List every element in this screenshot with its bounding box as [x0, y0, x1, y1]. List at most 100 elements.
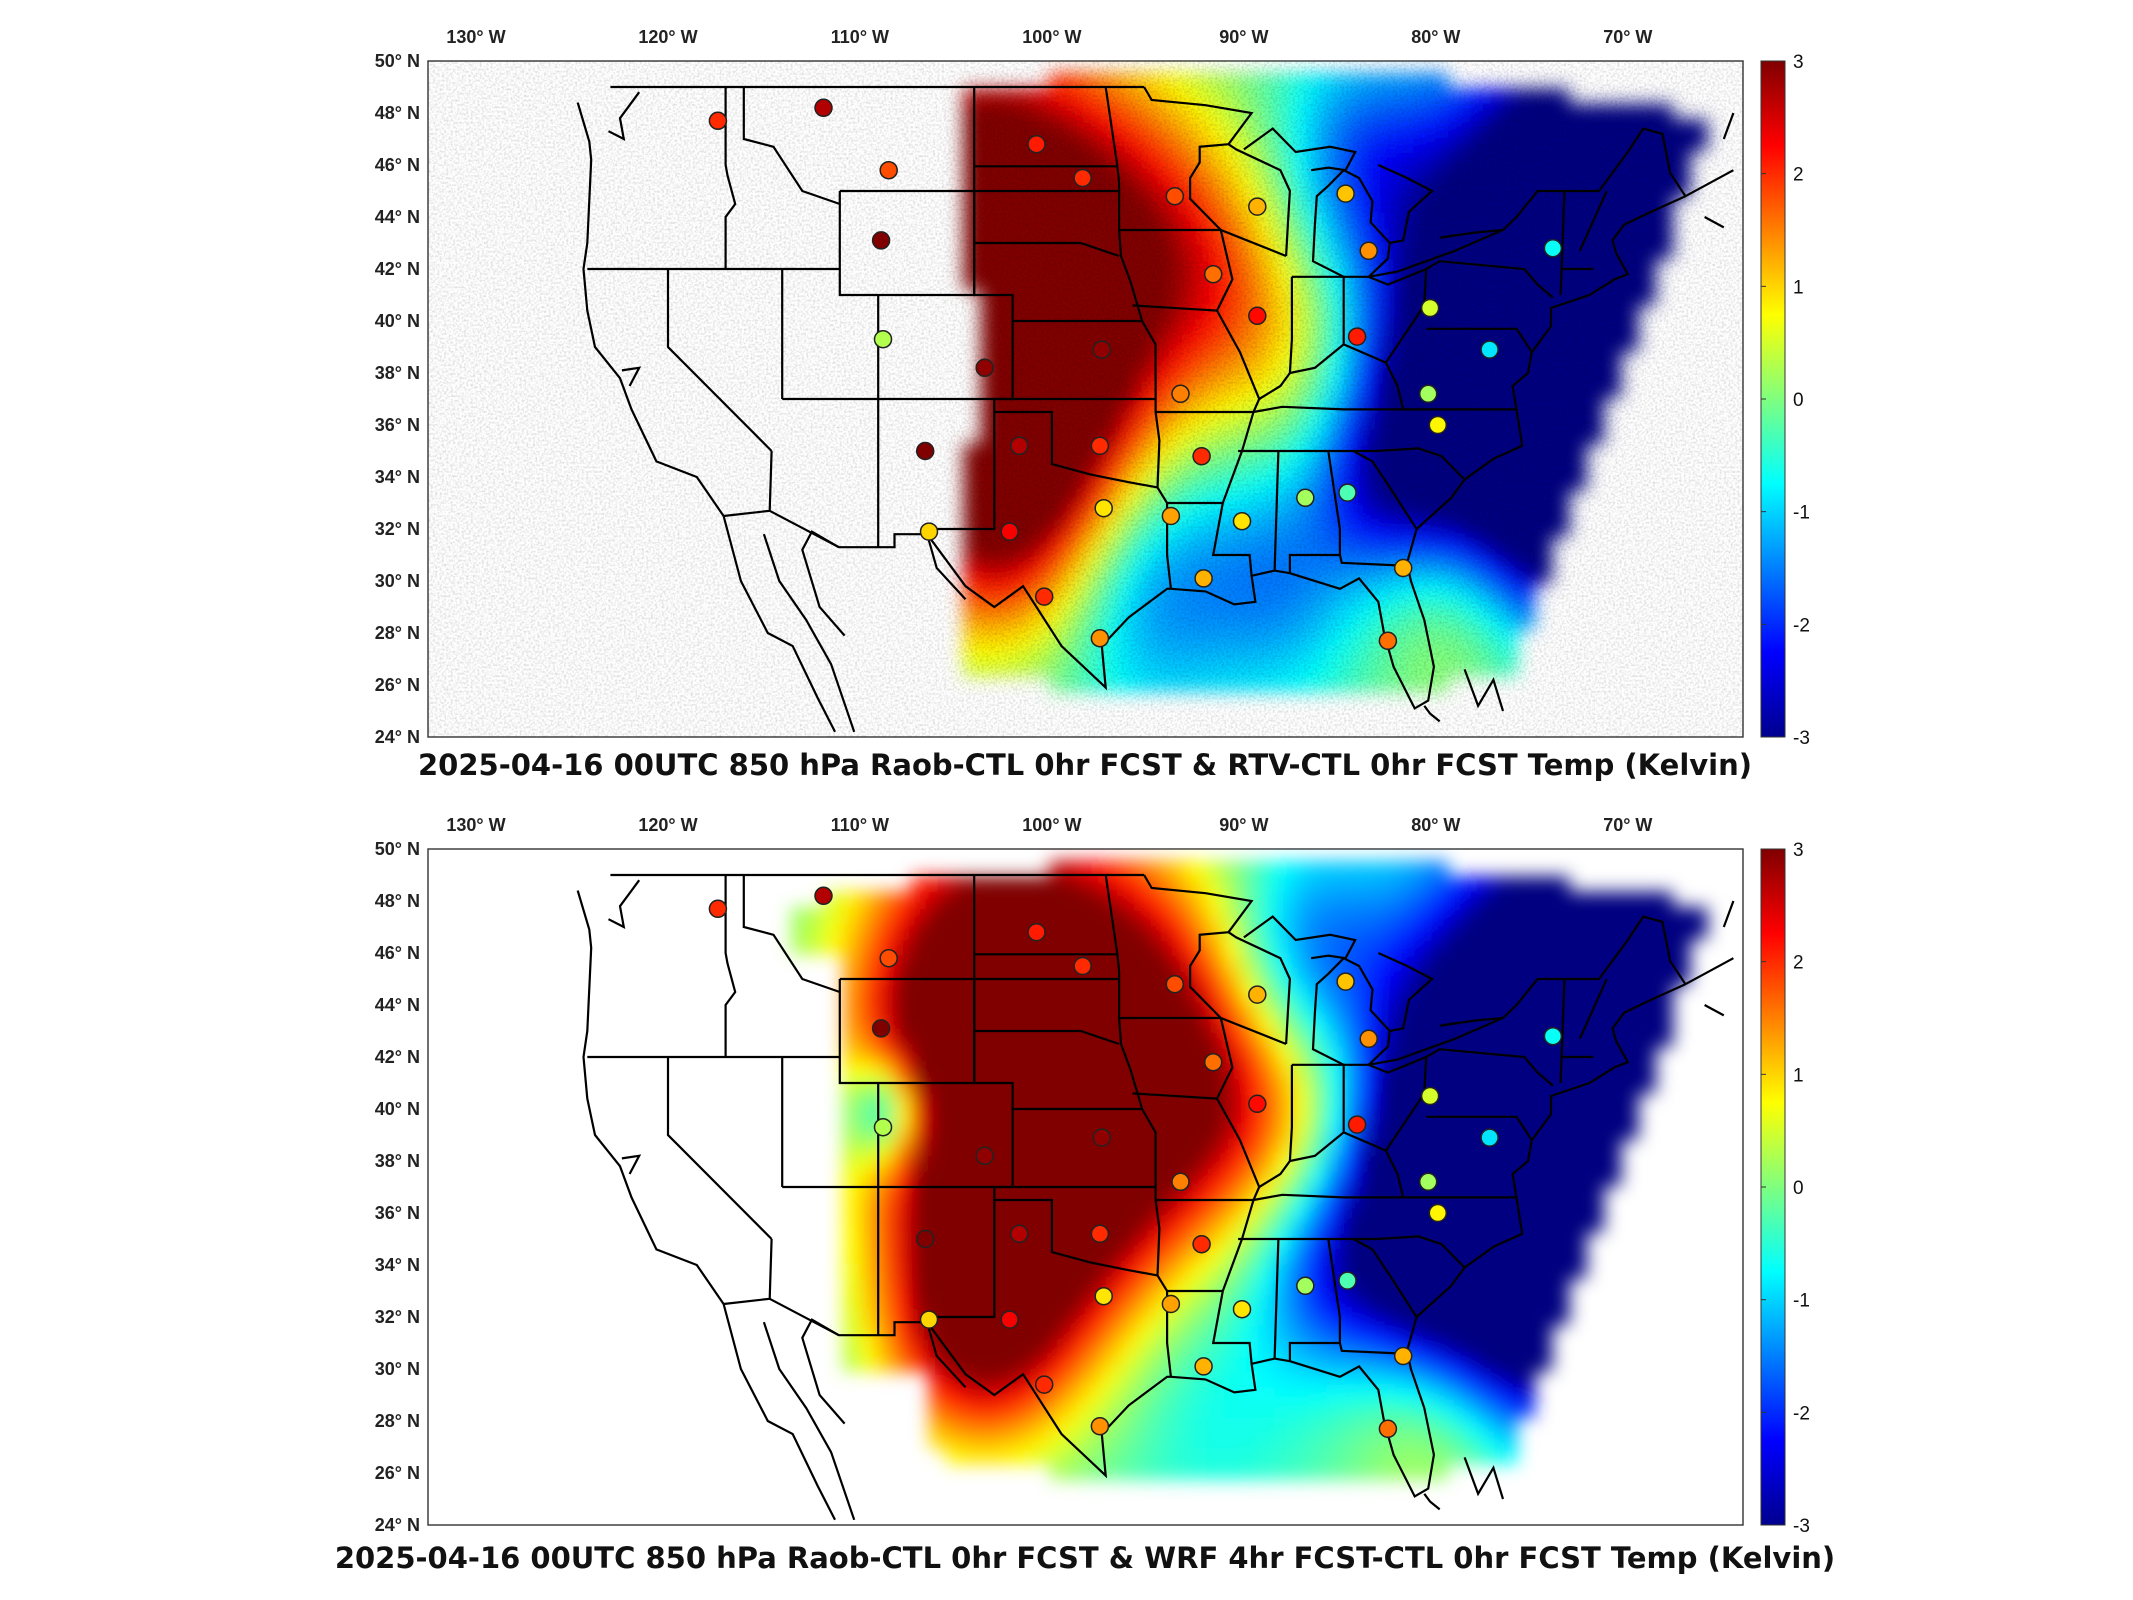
- raob-station-marker: [1027, 134, 1046, 154]
- boundary-line: [722, 515, 836, 733]
- boundary-line: [974, 1029, 1120, 1046]
- raob-station-marker: [871, 1019, 891, 1038]
- boundary-line: [926, 533, 967, 600]
- map-panel-top: 130° W 120° W 110° W 100° W 90° W 80° W 70° W …: [375, 27, 1810, 782]
- longitude-tick-label: 110° W: [831, 815, 889, 835]
- boundary-line: [1170, 569, 1291, 606]
- raob-station-marker: [1073, 956, 1092, 976]
- boundary-line: [1423, 1493, 1441, 1511]
- latitude-tick-label: 28° N: [375, 623, 420, 643]
- colorbar-tick-label: 0: [1793, 390, 1804, 411]
- raob-station-marker: [915, 1229, 935, 1249]
- boundary-line: [1722, 112, 1735, 140]
- raob-station-marker: [1543, 238, 1563, 258]
- boundary-line: [1704, 1004, 1725, 1017]
- boundary-line: [724, 87, 737, 269]
- raob-station-marker: [1347, 1115, 1367, 1134]
- raob-station-marker: [1034, 1375, 1054, 1394]
- raob-station-marker: [1203, 1052, 1223, 1072]
- boundary-line: [576, 102, 725, 517]
- boundary-line: [1343, 267, 1427, 286]
- raob-station-marker: [1090, 628, 1110, 648]
- raob-station-marker: [1161, 506, 1181, 526]
- boundary-line: [576, 890, 725, 1305]
- raob-station-marker: [1034, 587, 1054, 606]
- raob-station-marker: [879, 160, 898, 180]
- raob-station-marker: [1194, 1357, 1213, 1376]
- latitude-tick-label: 48° N: [375, 891, 420, 911]
- boundary-line: [1384, 1150, 1405, 1198]
- latitude-tick-label: 48° N: [375, 103, 420, 123]
- raob-station-marker: [1027, 922, 1046, 942]
- colorbar-tick-label: 2: [1793, 953, 1804, 974]
- raob-station-marker: [1161, 1294, 1181, 1314]
- boundary-line: [1377, 163, 1434, 245]
- longitude-tick-label: 120° W: [638, 815, 697, 835]
- boundary-line: [1578, 978, 1608, 1040]
- boundary-line: [722, 1303, 836, 1521]
- boundary-line: [1454, 127, 1687, 252]
- raob-station-marker: [1000, 522, 1019, 541]
- colorbar-tick-label: 1: [1793, 277, 1804, 298]
- raob-station-marker: [1090, 436, 1110, 456]
- longitude-tick-label: 90° W: [1219, 815, 1268, 835]
- raob-station-marker: [1296, 1276, 1315, 1296]
- latitude-tick-label: 50° N: [375, 51, 420, 71]
- latitude-tick-label: 24° N: [375, 727, 420, 747]
- boundary-line: [1559, 978, 1566, 1084]
- boundary-line: [1559, 190, 1566, 296]
- raob-station-marker: [1073, 168, 1092, 188]
- latitude-tick-label: 32° N: [375, 519, 420, 539]
- latitude-tick-label: 44° N: [375, 207, 420, 227]
- raob-station-marker: [708, 899, 728, 919]
- latitude-labels: 50° N 48° N 46° N 44° N 42° N 40° N 38° N 36° N…: [375, 51, 420, 747]
- boundary-line: [762, 1321, 856, 1521]
- raob-station-marker: [1248, 985, 1267, 1004]
- raob-station-marker: [1393, 558, 1413, 578]
- boundary-line: [1426, 1115, 1533, 1141]
- raob-station-marker: [1194, 569, 1213, 588]
- raob-station-marker: [1336, 184, 1355, 203]
- boundary-line: [1343, 1055, 1427, 1074]
- boundary-line: [926, 1321, 967, 1388]
- boundary-line: [1384, 362, 1405, 410]
- panel-title: 2025-04-16 00UTC 850 hPa Raob-CTL 0hr FC…: [335, 1541, 1835, 1575]
- boundary-line: [974, 241, 1120, 258]
- raob-station-marker: [1336, 972, 1355, 991]
- latitude-tick-label: 30° N: [375, 1359, 420, 1379]
- raob-station-marker: [1418, 1172, 1438, 1192]
- boundary-line: [1311, 168, 1391, 278]
- latitude-tick-label: 28° N: [375, 1411, 420, 1431]
- map-panel-bottom: 130° W 120° W 110° W 100° W 90° W 80° W 70° W …: [335, 815, 1835, 1575]
- raob-station-marker: [1418, 384, 1438, 404]
- raob-station-marker: [1192, 446, 1211, 466]
- boundary-line: [1343, 268, 1428, 364]
- raob-station-marker: [873, 329, 893, 349]
- raob-station-marker: [1094, 1286, 1113, 1306]
- raob-station-marker: [871, 231, 891, 250]
- boundary-line: [666, 1057, 773, 1240]
- boundary-line: [1368, 249, 1456, 278]
- raob-station-marker: [1359, 1029, 1378, 1049]
- colorbar-tick-labels: 3 2 1 0 -1 -2 -3: [1761, 840, 1810, 1537]
- boundary-line: [1289, 983, 1686, 1498]
- raob-station-marker: [708, 111, 728, 131]
- latitude-tick-label: 38° N: [375, 1151, 420, 1171]
- boundary-line: [1684, 169, 1734, 198]
- boundary-line: [926, 1321, 1171, 1479]
- latitude-tick-label: 42° N: [375, 1047, 420, 1067]
- longitude-labels: 130° W 120° W 110° W 100° W 90° W 80° W 70° W: [446, 27, 1652, 47]
- boundary-line: [1352, 450, 1418, 530]
- boundary-line: [1243, 915, 1357, 960]
- latitude-tick-label: 32° N: [375, 1307, 420, 1327]
- boundary-line: [1273, 450, 1280, 571]
- colorbar-tick-label: -1: [1793, 1291, 1810, 1312]
- longitude-tick-label: 110° W: [831, 27, 889, 47]
- boundary-line: [1578, 190, 1608, 252]
- boundary-line: [1273, 1238, 1280, 1359]
- boundary-line: [1170, 1357, 1291, 1394]
- boundary-line: [1439, 1016, 1504, 1027]
- latitude-tick-label: 50° N: [375, 839, 420, 859]
- boundary-line: [1311, 956, 1391, 1066]
- boundary-line: [1352, 1238, 1418, 1318]
